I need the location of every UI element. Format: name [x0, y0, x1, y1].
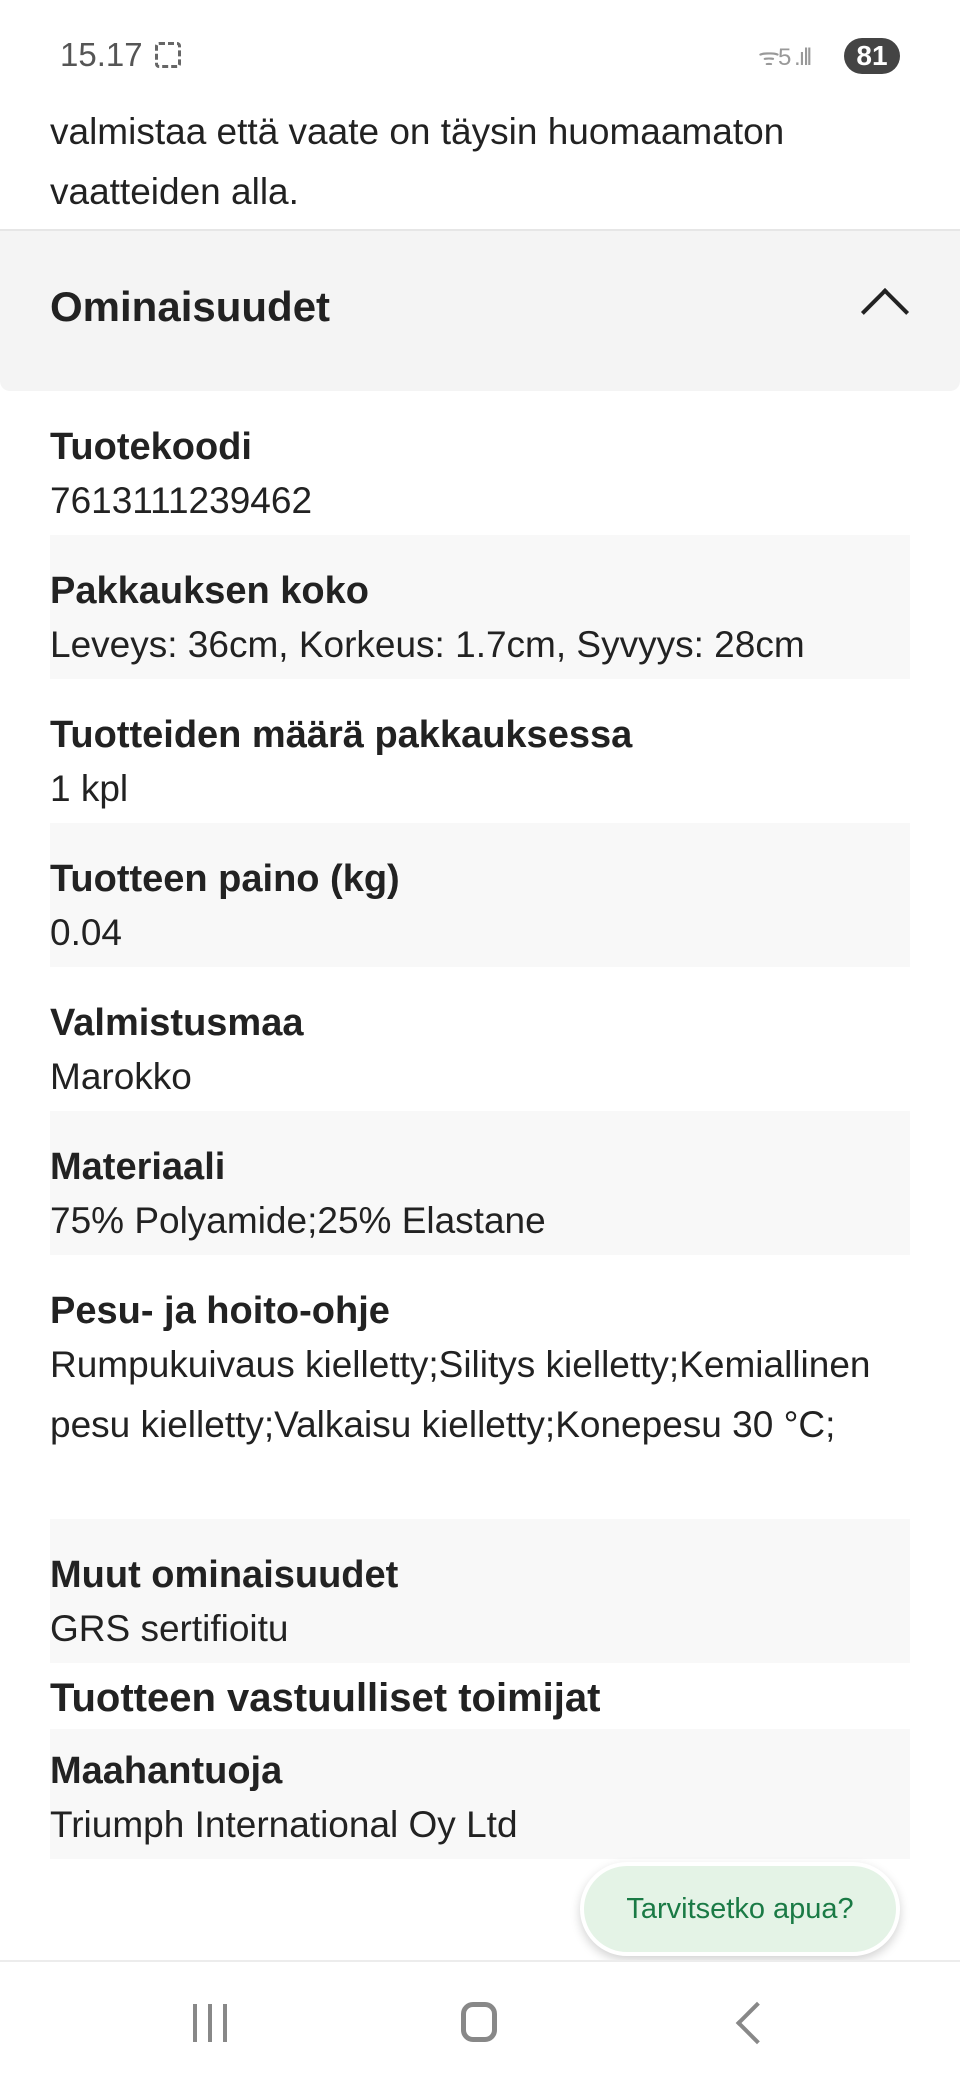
back-button[interactable]	[735, 2001, 779, 2045]
help-chat-button[interactable]: Tarvitsetko apua?	[580, 1862, 900, 1956]
accordion-title: Ominaisuudet	[50, 283, 331, 330]
recent-apps-button[interactable]	[193, 2004, 231, 2042]
chevron-up-icon[interactable]	[860, 287, 910, 337]
property-row: Pesu- ja hoito-ohje Rumpukuivaus kiellett…	[50, 1255, 910, 1519]
property-value: GRS sertifioitu	[50, 1608, 289, 1649]
description-line: vaatteiden alla.	[50, 171, 299, 212]
property-label: Muut ominaisuudet	[50, 1554, 399, 1596]
properties-accordion-header[interactable]: Ominaisuudet	[0, 231, 960, 391]
network-label: 5	[777, 44, 791, 71]
property-label: Materiaali	[50, 1146, 226, 1188]
property-value: 7613111239462	[50, 480, 313, 521]
property-label: Tuotteen paino (kg)	[50, 858, 400, 900]
property-label: Valmistusmaa	[50, 1002, 304, 1044]
property-row: Tuotteiden määrä pakkauksessa 1 kpl	[50, 679, 910, 823]
property-row: Materiaali 75% Polyamide;25% Elastane	[50, 1111, 910, 1255]
system-navigation-bar	[0, 1960, 960, 2082]
property-value: Rumpukuivaus kielletty;Silitys kielletty…	[50, 1344, 871, 1445]
property-row: Tuotteen paino (kg) 0.04	[50, 823, 910, 967]
home-button[interactable]	[461, 2002, 497, 2042]
status-bar: 15.17 ᯤ5 .ıll 81	[0, 0, 960, 100]
responsible-section-heading: Tuotteen vastuulliset toimijat	[50, 1667, 910, 1729]
property-value: 1 kpl	[50, 768, 129, 809]
property-value: 75% Polyamide;25% Elastane	[50, 1200, 546, 1241]
wifi-signal-icon: ᯤ5 .ıll	[758, 44, 812, 71]
property-row: Valmistusmaa Marokko	[50, 967, 910, 1111]
clock: 15.17	[60, 36, 143, 73]
section-title: Tuotteen vastuulliset toimijat	[50, 1676, 601, 1720]
screenshot-icon	[155, 42, 181, 68]
property-row: Tuotekoodi 7613111239462	[50, 391, 910, 535]
property-label: Tuotteiden määrä pakkauksessa	[50, 714, 633, 756]
divider	[0, 229, 960, 231]
properties-list: Tuotekoodi 7613111239462 Pakkauksen koko L…	[50, 391, 910, 1859]
property-value: Marokko	[50, 1056, 192, 1097]
property-row: Pakkauksen koko Leveys: 36cm, Korkeus: 1.…	[50, 535, 910, 679]
property-label: Maahantuoja	[50, 1750, 283, 1792]
property-label: Pakkauksen koko	[50, 570, 369, 612]
description-text: valmistaa että vaate on täysin huomaamat…	[50, 102, 920, 222]
property-value: Leveys: 36cm, Korkeus: 1.7cm, Syvyys: 28…	[50, 624, 805, 665]
property-value: 0.04	[50, 912, 123, 953]
property-row: Muut ominaisuudet GRS sertifioitu	[50, 1519, 910, 1663]
battery-indicator: 81	[844, 38, 900, 74]
property-label: Tuotekoodi	[50, 426, 252, 468]
property-row: Maahantuoja Triumph International Oy Ltd	[50, 1729, 910, 1859]
property-value: Triumph International Oy Ltd	[50, 1804, 518, 1845]
description-line: valmistaa että vaate on täysin huomaamat…	[50, 111, 785, 152]
property-label: Pesu- ja hoito-ohje	[50, 1290, 390, 1332]
